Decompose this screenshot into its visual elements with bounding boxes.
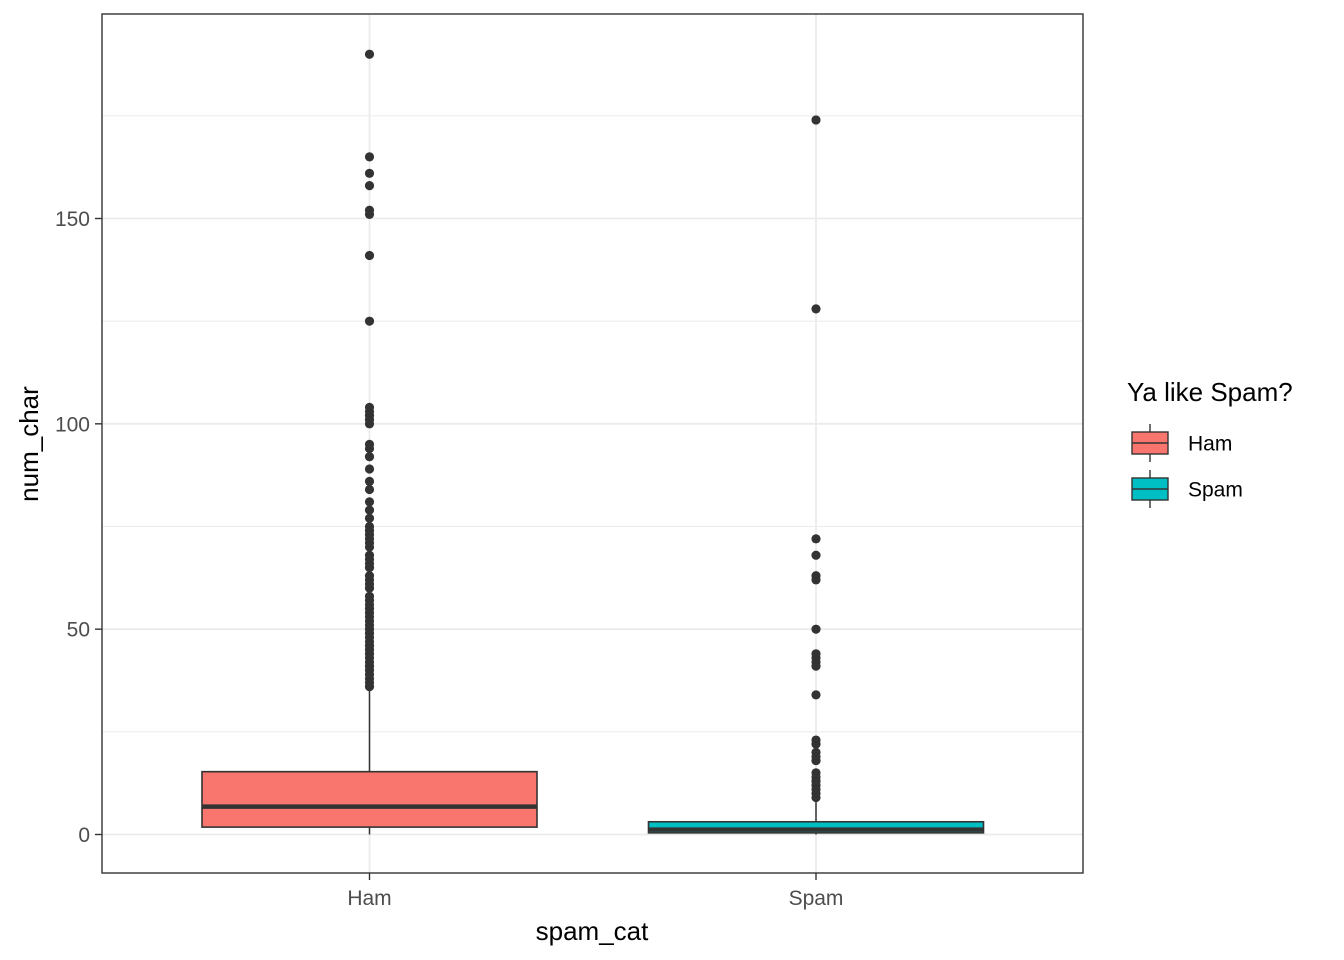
outlier-point [811, 649, 821, 659]
outlier-point [364, 250, 375, 261]
box-spam [647, 115, 985, 835]
outlier-point [364, 181, 375, 191]
outlier-point [364, 591, 375, 601]
y-tick-label: 0 [78, 824, 90, 847]
box-iqr [201, 770, 538, 828]
outlier-point [811, 624, 821, 634]
outlier-point [364, 316, 375, 326]
y-axis-ticks: 0 50 100 150 [55, 208, 102, 847]
outlier-point [364, 439, 375, 449]
outlier-point [364, 521, 375, 532]
legend-keys: Ham Spam [1131, 424, 1243, 508]
legend-key-ham: Ham [1131, 424, 1232, 462]
box-ham [201, 49, 538, 835]
outlier-point [364, 168, 375, 178]
x-tick-label: Ham [347, 887, 391, 910]
outlier-point [811, 534, 821, 544]
legend-title: Ya like Spam? [1127, 377, 1293, 407]
outlier-point [811, 735, 821, 745]
legend-label: Ham [1188, 433, 1232, 456]
outlier-point [811, 550, 821, 560]
outlier-point [364, 402, 375, 413]
outlier-point [811, 747, 821, 757]
x-axis-title: spam_cat [536, 916, 649, 946]
outlier-point [811, 115, 821, 125]
outlier-point [364, 476, 375, 486]
outlier-point [811, 768, 821, 778]
plot-panel-border [101, 13, 1084, 874]
outlier-point [364, 49, 375, 59]
y-tick-label: 100 [55, 413, 90, 436]
outlier-point [811, 304, 821, 314]
outlier-point [364, 571, 375, 581]
box-iqr [647, 820, 985, 834]
y-tick-label: 50 [67, 619, 90, 642]
outlier-point [364, 152, 375, 162]
legend-key-spam: Spam [1131, 470, 1243, 508]
outlier-point [364, 205, 375, 215]
legend: Ya like Spam? Ham Spam [1127, 377, 1293, 508]
outlier-point [364, 550, 375, 560]
outlier-point [364, 452, 375, 462]
outlier-point [811, 571, 821, 581]
outlier-point [364, 505, 375, 515]
box-layer [201, 49, 985, 835]
legend-label: Spam [1188, 479, 1243, 502]
y-axis-title: num_char [14, 386, 44, 502]
outlier-point [364, 497, 375, 507]
outlier-point [364, 464, 375, 474]
x-tick-label: Spam [789, 887, 844, 910]
y-tick-label: 150 [55, 208, 90, 231]
outlier-point [364, 513, 375, 523]
x-axis-ticks: Ham Spam [347, 873, 843, 910]
outlier-point [811, 690, 821, 700]
outlier-point [364, 484, 375, 495]
